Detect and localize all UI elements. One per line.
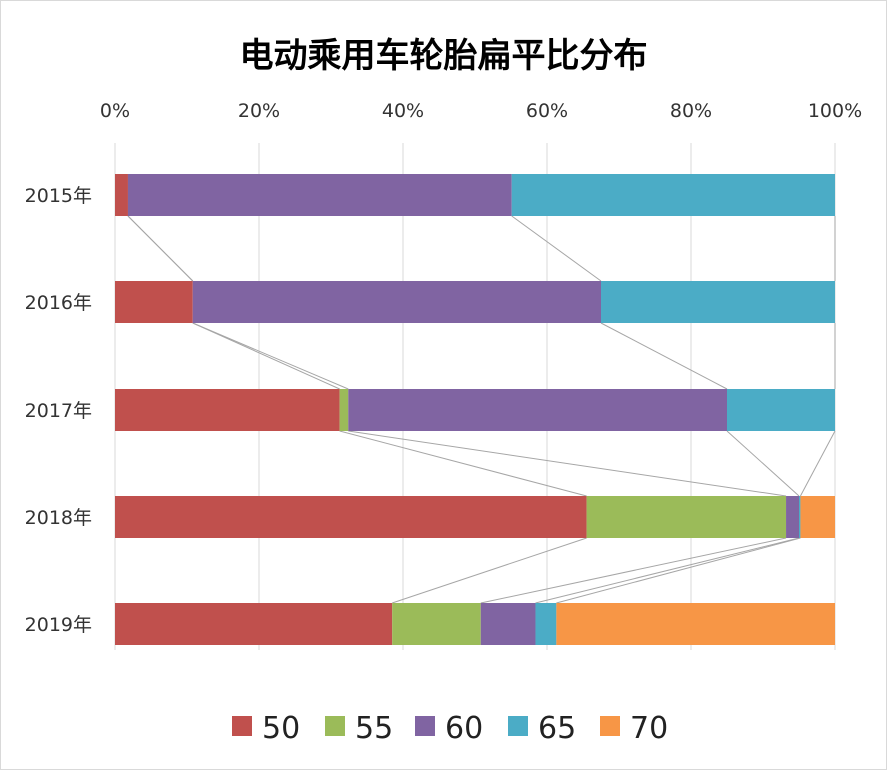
series-line xyxy=(535,537,800,604)
category-label: 2019年 xyxy=(25,614,92,636)
bar-segment xyxy=(586,496,787,538)
bar-segment xyxy=(727,389,835,431)
y-axis-category-labels: 2015年 2016年 2017年 2018年 2019年 xyxy=(25,185,92,636)
bar-segment xyxy=(480,603,536,645)
legend-swatch xyxy=(600,716,620,736)
series-line xyxy=(799,430,836,497)
bar-segment xyxy=(192,281,601,323)
bar-segment xyxy=(511,174,835,216)
series-line xyxy=(600,322,728,390)
category-label: 2017年 xyxy=(25,400,92,422)
x-tick-label: 80% xyxy=(670,100,712,122)
series-line xyxy=(348,430,787,497)
legend-swatch xyxy=(415,716,435,736)
bar-segment xyxy=(392,603,481,645)
x-tick-label: 20% xyxy=(238,100,280,122)
category-label: 2016年 xyxy=(25,292,92,314)
x-axis-tick-labels: 0% 20% 40% 60% 80% 100% xyxy=(100,100,862,122)
x-tick-label: 100% xyxy=(808,100,862,122)
series-line xyxy=(127,215,194,282)
bar-segment xyxy=(799,496,801,538)
x-tick-label: 60% xyxy=(526,100,568,122)
bars xyxy=(115,174,835,645)
series-line xyxy=(339,430,587,497)
legend-swatch xyxy=(232,716,252,736)
bar-segment xyxy=(115,603,393,645)
bar-segment xyxy=(339,389,349,431)
legend-label: 55 xyxy=(355,711,393,746)
bar-segment xyxy=(535,603,557,645)
bar-segment xyxy=(601,281,835,323)
bar-segment xyxy=(115,281,193,323)
legend-swatch xyxy=(508,716,528,736)
x-tick-label: 40% xyxy=(382,100,424,122)
bar-segment xyxy=(115,389,340,431)
legend-label: 65 xyxy=(538,711,576,746)
series-connector-lines xyxy=(127,215,836,604)
x-tick-label: 0% xyxy=(100,100,130,122)
series-line xyxy=(556,537,801,604)
bar-segment xyxy=(348,389,727,431)
series-line xyxy=(511,215,602,282)
category-label: 2015年 xyxy=(25,185,92,207)
bar-segment xyxy=(786,496,799,538)
bar-segment xyxy=(800,496,835,538)
legend-label: 50 xyxy=(262,711,300,746)
chart-title: 电动乘用车轮胎扁平比分布 xyxy=(239,36,648,76)
legend-label: 60 xyxy=(445,711,483,746)
legend: 50 55 60 65 70 xyxy=(232,711,668,746)
series-line xyxy=(192,322,349,390)
series-line xyxy=(192,322,340,390)
series-line xyxy=(480,537,787,604)
legend-label: 70 xyxy=(630,711,668,746)
legend-swatch xyxy=(325,716,345,736)
bar-segment xyxy=(556,603,835,645)
bar-segment xyxy=(115,496,587,538)
category-label: 2018年 xyxy=(25,507,92,529)
series-line xyxy=(726,430,800,497)
bar-segment xyxy=(127,174,512,216)
series-line xyxy=(392,537,587,604)
bar-segment xyxy=(115,174,128,216)
